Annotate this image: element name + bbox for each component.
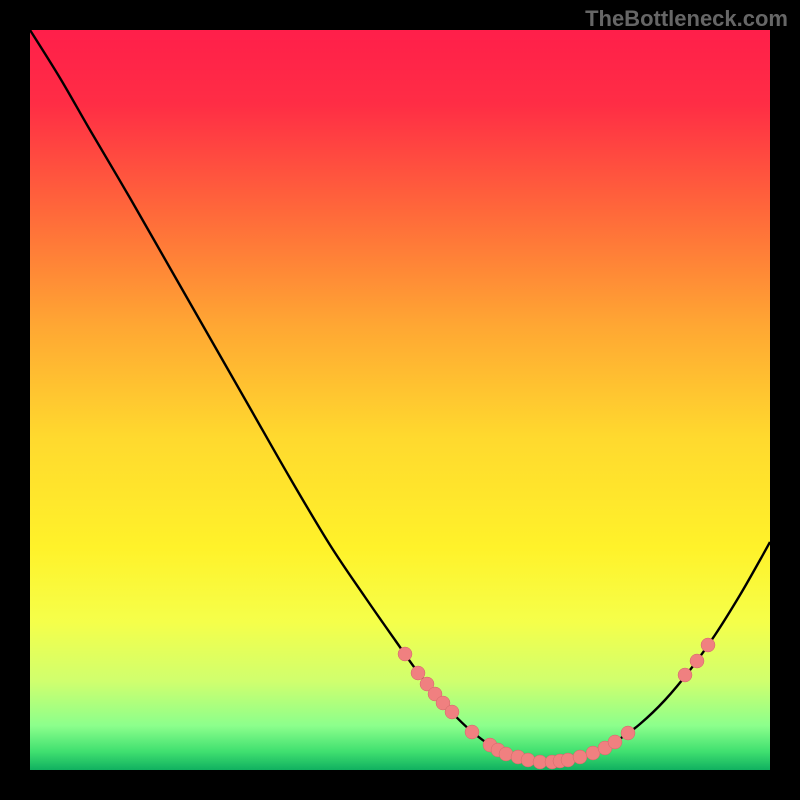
data-marker <box>690 654 704 668</box>
data-marker <box>621 726 635 740</box>
data-marker <box>678 668 692 682</box>
data-marker <box>701 638 715 652</box>
data-marker <box>521 753 535 767</box>
data-marker <box>608 735 622 749</box>
data-marker <box>411 666 425 680</box>
data-marker <box>465 725 479 739</box>
data-marker <box>445 705 459 719</box>
data-marker <box>398 647 412 661</box>
chart-container: TheBottleneck.com <box>0 0 800 800</box>
bottleneck-chart <box>0 0 800 800</box>
data-marker <box>561 753 575 767</box>
watermark-text: TheBottleneck.com <box>585 6 788 32</box>
data-marker <box>499 747 513 761</box>
data-marker <box>573 750 587 764</box>
